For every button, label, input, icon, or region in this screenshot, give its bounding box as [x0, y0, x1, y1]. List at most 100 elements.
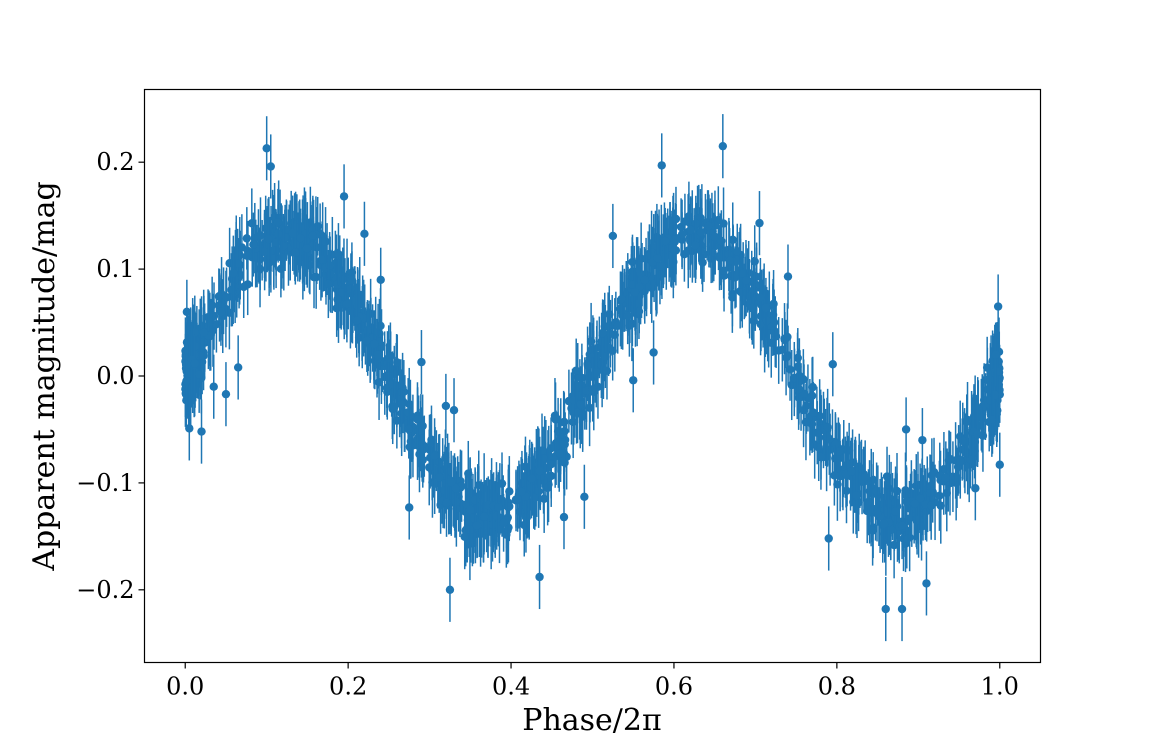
data-point	[551, 415, 560, 424]
data-point	[956, 456, 965, 466]
data-point	[733, 247, 742, 256]
data-point	[686, 225, 695, 235]
data-point	[291, 248, 300, 257]
data-point	[897, 604, 907, 614]
data-point	[813, 428, 822, 437]
data-point	[276, 264, 286, 274]
data-point	[572, 366, 581, 375]
data-point	[555, 449, 565, 458]
data-point	[801, 417, 811, 427]
data-point	[868, 526, 877, 535]
x-tick-label: 0.6	[655, 673, 693, 701]
data-point	[830, 471, 839, 480]
data-point	[897, 521, 907, 530]
data-point	[337, 288, 346, 297]
data-point	[277, 253, 287, 262]
data-point	[823, 423, 832, 432]
data-point	[446, 477, 456, 487]
data-point	[488, 520, 497, 529]
data-point	[623, 311, 632, 321]
data-point	[390, 402, 399, 411]
data-point	[671, 234, 681, 244]
data-point	[233, 363, 243, 372]
data-point	[922, 579, 931, 588]
data-point	[527, 474, 536, 483]
data-point	[334, 249, 343, 259]
data-point	[295, 240, 304, 249]
data-point	[221, 389, 231, 399]
data-point	[325, 261, 334, 270]
x-tick-label: 0.8	[818, 673, 856, 701]
data-point	[630, 288, 640, 297]
data-point	[302, 244, 312, 253]
data-point	[598, 328, 607, 338]
data-point	[677, 230, 687, 239]
data-point	[449, 406, 459, 415]
data-point	[882, 472, 892, 481]
data-point	[649, 348, 658, 357]
data-point	[427, 438, 436, 447]
data-point	[451, 483, 460, 493]
data-point	[762, 316, 771, 325]
data-point	[384, 353, 393, 363]
data-point	[535, 467, 544, 476]
y-tick-label: 0.2	[96, 148, 134, 176]
data-point	[781, 353, 791, 362]
x-axis: 0.0 0.2 0.4 0.6 0.8 1.0	[166, 662, 1019, 701]
data-point	[216, 307, 226, 317]
data-point	[769, 318, 779, 327]
data-point	[771, 327, 780, 336]
data-point	[539, 494, 549, 503]
data-point	[613, 321, 622, 330]
data-point	[617, 294, 626, 304]
data-point	[497, 479, 507, 488]
data-point	[264, 234, 273, 244]
data-point	[749, 286, 758, 295]
data-point	[691, 241, 700, 250]
data-point	[941, 473, 951, 483]
data-point	[503, 526, 512, 535]
x-tick-label: 0.2	[329, 673, 367, 701]
x-axis-label: Phase/2π	[522, 703, 661, 738]
data-point	[209, 382, 218, 391]
data-point	[425, 463, 434, 472]
data-point	[625, 321, 634, 330]
data-point	[559, 512, 569, 522]
data-point	[262, 144, 271, 153]
data-point	[580, 492, 589, 502]
data-point	[860, 472, 870, 482]
data-point	[991, 350, 1000, 359]
data-point	[441, 401, 451, 411]
data-point	[194, 370, 204, 379]
data-point	[472, 521, 482, 530]
data-point	[229, 269, 238, 278]
x-tick-label: 1.0	[981, 673, 1019, 701]
data-point	[227, 285, 236, 295]
data-point	[260, 247, 269, 257]
data-point	[308, 231, 317, 240]
data-point	[910, 499, 920, 508]
data-point	[738, 288, 747, 297]
data-point	[465, 505, 475, 515]
data-point	[831, 439, 840, 449]
data-point	[990, 390, 1000, 400]
data-point	[393, 358, 402, 367]
data-point	[435, 473, 444, 482]
data-point	[592, 367, 601, 377]
plot-area	[181, 114, 1004, 642]
data-point	[360, 229, 369, 239]
data-point	[995, 460, 1004, 469]
data-point	[872, 509, 882, 518]
data-point	[516, 487, 526, 497]
data-point	[914, 515, 923, 525]
data-point	[778, 345, 787, 355]
data-point	[657, 262, 666, 271]
data-point	[342, 299, 352, 309]
data-point	[470, 495, 480, 505]
data-point	[982, 363, 992, 372]
data-point	[696, 228, 706, 237]
data-point	[373, 350, 382, 360]
data-point	[783, 272, 793, 281]
data-point	[588, 385, 597, 394]
